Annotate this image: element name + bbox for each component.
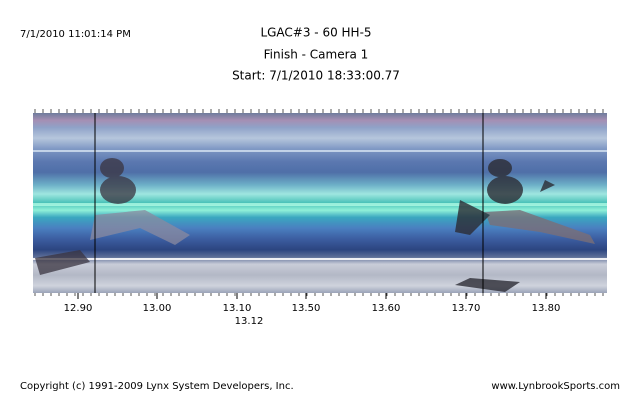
tick-label: 13.60	[372, 303, 401, 314]
stripe	[33, 203, 607, 206]
tick-label: 13.50	[292, 303, 321, 314]
stripe	[33, 150, 607, 152]
tick-label: 13.10	[223, 303, 252, 314]
marker-time-label: 13.12	[235, 316, 264, 327]
finish-image	[33, 113, 607, 293]
tick-label: 12.90	[64, 303, 93, 314]
copyright: Copyright (c) 1991-2009 Lynx System Deve…	[20, 381, 294, 392]
subtitle: Finish - Camera 1	[264, 48, 369, 62]
runner-left	[35, 158, 190, 275]
time-axis: 12.90 13.00 13.10 13.50 13.60 13.70 13.80 13.12	[34, 109, 604, 327]
title: LGAC#3 - 60 HH-5	[260, 26, 371, 40]
stripe	[33, 258, 607, 260]
tick-label: 13.00	[143, 303, 172, 314]
start-time: Start: 7/1/2010 18:33:00.77	[232, 69, 400, 83]
timestamp: 7/1/2010 11:01:14 PM	[20, 29, 131, 40]
runner-right	[455, 159, 595, 292]
tick-label: 13.70	[452, 303, 481, 314]
tick-label: 13.80	[532, 303, 561, 314]
website: www.LynbrookSports.com	[491, 381, 620, 392]
